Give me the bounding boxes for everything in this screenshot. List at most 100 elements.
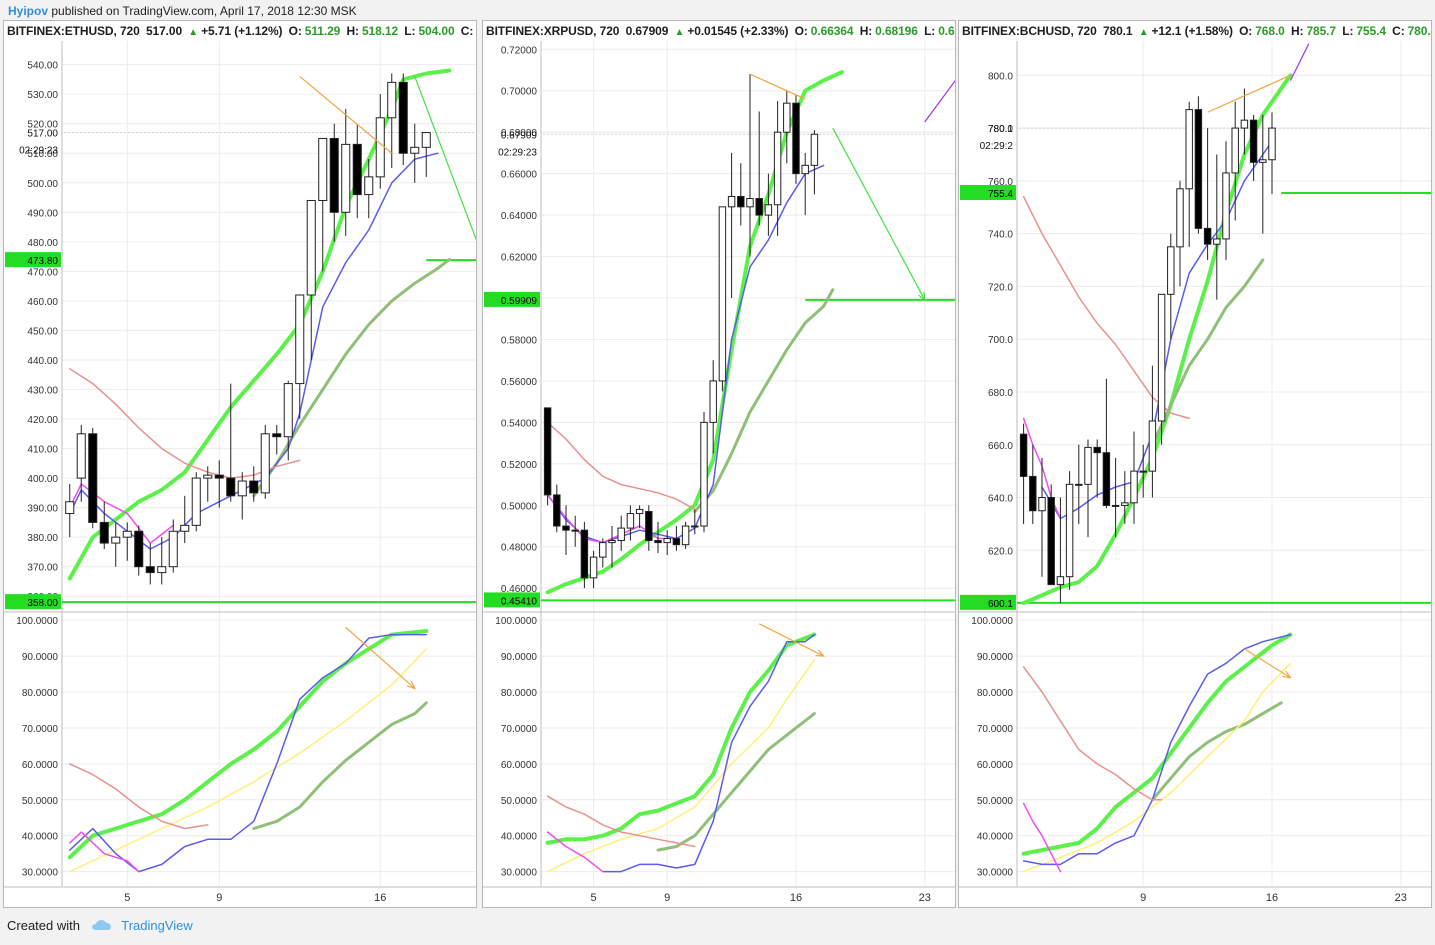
level-badge [484, 592, 540, 608]
osc-line-fast_ema [67, 629, 429, 860]
osc-tick-label: 30.0000 [501, 868, 538, 879]
price-tick-label: 470.00 [27, 267, 58, 278]
candle-body [1194, 109, 1203, 229]
price-tick-label: 540.00 [27, 61, 58, 72]
candle-body [1213, 238, 1221, 245]
price-tick-label: 480.00 [27, 238, 58, 249]
osc-tick-label: 90.0000 [501, 652, 538, 663]
osc-line-salmon [69, 763, 209, 830]
tradingview-link[interactable]: TradingView [121, 918, 193, 933]
high-value: 0.68196 [875, 24, 918, 38]
symbol-label: BITFINEX:ETHUSD, 720 [7, 24, 140, 38]
price-tick-label: 780.0 [988, 124, 1013, 135]
osc-tick-label: 100.0000 [495, 616, 537, 627]
close-value: 780.1 [1407, 24, 1431, 38]
candle-body [1185, 109, 1193, 190]
osc-tick-label: 50.0000 [22, 796, 59, 807]
osc-line-slow_ema [656, 712, 816, 852]
x-tick-label: 16 [790, 892, 802, 904]
candle-body [398, 81, 408, 154]
candle-body [599, 542, 607, 558]
open-value: 768.0 [1255, 24, 1285, 38]
osc-line-yellow [1022, 662, 1292, 873]
candle-body [1139, 470, 1147, 473]
chart-panel-bchusd[interactable]: BITFINEX:BCHUSD, 720 780.1 ▲ +12.1 (+1.58… [958, 20, 1432, 908]
chart-svg-xrpusd[interactable]: 5 9 16 23 0.72000 0.70000 0.68000 0.66000 0.6400… [483, 21, 956, 908]
candle-body [543, 407, 552, 496]
candle-body [1093, 446, 1101, 454]
level-badge-label: 0.59909 [501, 296, 538, 307]
candle-body [352, 143, 362, 196]
panel-title: BITFINEX:ETHUSD, 720 517.00 ▲ +5.71 (+1.1… [7, 24, 477, 38]
candle-body [191, 477, 201, 526]
countdown-label: 02:29:2 [980, 141, 1014, 152]
chart-svg-ethusd[interactable]: 5 9 16 540.00 530.00 520.00 510.00 500.00 490.00… [4, 21, 477, 908]
candle-body [1259, 159, 1267, 163]
candle-body [111, 536, 121, 544]
price-tick-label: 0.68000 [501, 128, 538, 139]
candle-body [727, 195, 736, 208]
candle-body [801, 164, 809, 175]
candle-body [122, 530, 132, 538]
price-tick-label: 530.00 [27, 90, 58, 101]
trend-line [1289, 43, 1310, 81]
price-tick-label: 0.66000 [501, 170, 538, 181]
osc-line-yellow [546, 658, 816, 873]
candle-body [755, 198, 763, 216]
trend-arrow [414, 76, 476, 241]
level-badge [5, 594, 61, 610]
osc-line-magenta [1022, 802, 1062, 873]
open-value: 511.29 [304, 24, 341, 38]
trend-line [299, 75, 393, 154]
low-value: 504.00 [418, 24, 455, 38]
x-tick-label: 23 [1395, 892, 1407, 904]
change-text: +5.71 (+1.12%) [201, 24, 283, 38]
candle-body [810, 133, 819, 166]
candle-body [1268, 127, 1276, 161]
candle-body [260, 433, 270, 494]
price-tick-label: 0.64000 [501, 211, 538, 222]
osc-line-blue [1022, 633, 1292, 866]
trend-arrow [758, 623, 824, 657]
price-tick-label: 660.0 [988, 441, 1013, 452]
created-with-text: Created with [7, 918, 80, 933]
price-tick-label: 400.00 [27, 474, 58, 485]
price-tick-label: 410.00 [27, 445, 58, 456]
price-tick-label: 0.58000 [501, 335, 538, 346]
countdown-label: 02:29:23 [498, 147, 537, 158]
candle-body [617, 527, 625, 542]
arrow-head [1282, 670, 1292, 679]
candle-body [1222, 172, 1230, 240]
up-triangle-icon: ▲ [1138, 27, 1149, 38]
level-badge-label: 0.45410 [501, 596, 538, 607]
countdown-label: 02:29:23 [19, 146, 58, 157]
price-scale-label: 780.1 [988, 124, 1013, 135]
up-triangle-icon: ▲ [674, 27, 685, 38]
candle-body [306, 199, 316, 296]
candle-body [76, 433, 86, 479]
candle-body [237, 480, 247, 497]
chart-svg-bchusd[interactable]: 9 16 23 800.0 780.0 760.0 740.0 720.0 700.0 680.0… [959, 21, 1432, 908]
series-line-salmon [546, 421, 696, 511]
chart-panel-ethusd[interactable]: BITFINEX:ETHUSD, 720 517.00 ▲ +5.71 (+1.1… [3, 20, 477, 908]
level-badge-label: 473.80 [27, 256, 58, 267]
symbol-label: BITFINEX:XRPUSD, 720 [486, 24, 620, 38]
x-tick-label: 16 [374, 892, 386, 904]
author-name[interactable]: Hyipov [8, 4, 49, 18]
price-tick-label: 510.00 [27, 149, 58, 160]
series-line-blue [1041, 140, 1273, 520]
publish-header: Hyipov published on TradingView.com, Apr… [8, 4, 357, 18]
osc-line-fast_ema [545, 632, 817, 845]
osc-tick-label: 30.0000 [22, 868, 59, 879]
arrow-head [918, 292, 926, 302]
price-scale-label: 517.00 [27, 129, 58, 140]
series-line-magenta [69, 483, 175, 544]
chart-panel-xrpusd[interactable]: BITFINEX:XRPUSD, 720 0.67909 ▲ +0.01545 (… [482, 20, 956, 908]
candle-body [654, 540, 662, 544]
up-triangle-icon: ▲ [188, 27, 199, 38]
candle-body [1019, 433, 1028, 477]
candle-body [1038, 497, 1046, 512]
close-value: 5 [476, 24, 477, 38]
level-badge [960, 594, 1016, 610]
series-line-blue [546, 164, 825, 544]
